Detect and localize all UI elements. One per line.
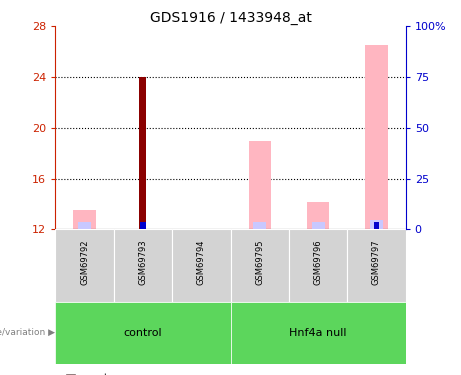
Title: GDS1916 / 1433948_at: GDS1916 / 1433948_at <box>149 11 312 25</box>
Bar <box>366 45 388 230</box>
Legend: count, percentile rank within the sample, value, Detection Call = ABSENT, rank, : count, percentile rank within the sample… <box>65 372 237 375</box>
Text: genotype/variation ▶: genotype/variation ▶ <box>0 328 55 338</box>
Bar <box>289 230 347 302</box>
Text: Hnf4a null: Hnf4a null <box>290 328 347 338</box>
Bar <box>373 222 379 230</box>
Text: GSM69797: GSM69797 <box>372 239 381 285</box>
Bar <box>172 230 230 302</box>
Bar <box>55 230 114 302</box>
Bar <box>307 201 329 229</box>
Bar <box>114 230 172 302</box>
Text: GSM69794: GSM69794 <box>197 239 206 285</box>
Text: GSM69793: GSM69793 <box>138 239 148 285</box>
Bar <box>140 222 146 230</box>
Bar <box>78 222 91 230</box>
Text: GSM69796: GSM69796 <box>313 239 323 285</box>
Bar <box>370 220 383 230</box>
Bar <box>248 141 271 230</box>
Bar <box>55 302 230 364</box>
Bar <box>139 77 147 230</box>
Text: GSM69792: GSM69792 <box>80 239 89 285</box>
Bar <box>347 230 406 302</box>
Bar <box>73 210 95 230</box>
Text: control: control <box>124 328 162 338</box>
Bar <box>230 302 406 364</box>
Bar <box>230 230 289 302</box>
Bar <box>312 222 325 230</box>
Bar <box>253 222 266 230</box>
Text: GSM69795: GSM69795 <box>255 239 264 285</box>
